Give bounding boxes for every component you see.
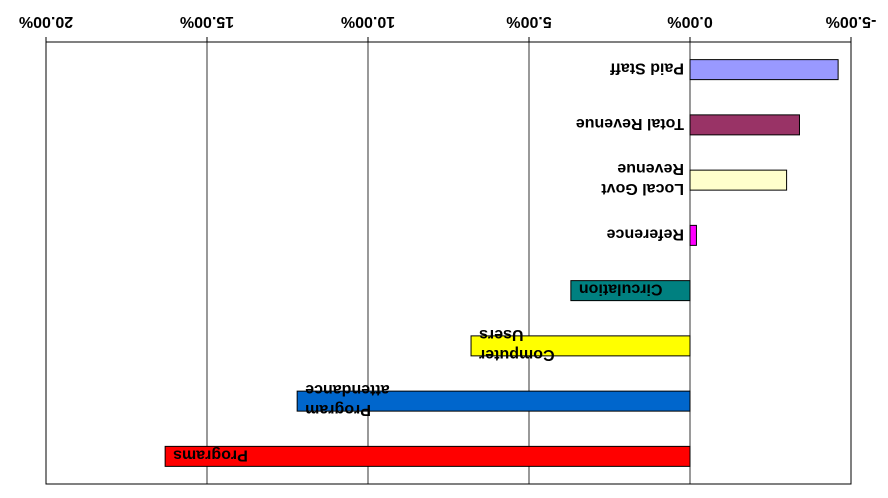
category-label-line: Programs [173, 446, 248, 463]
category-label-line: Revenue [617, 160, 684, 177]
category-label: Total Revenue [576, 115, 684, 132]
bar [570, 280, 691, 302]
bar [689, 114, 800, 136]
bar [689, 59, 839, 81]
category-labels: Paid Staff Total Revenue Local Govt Revenue… [173, 60, 684, 464]
category-label-line: Paid Staff [610, 60, 684, 77]
category-label: Circulation [579, 281, 663, 298]
bar [689, 169, 788, 191]
category-label-line: Total Revenue [576, 115, 684, 132]
category-label: Reference [607, 225, 684, 242]
x-axis-tick-labels: -5.00% 0.00% 5.00% 10.00% 15.00% 20.00% [19, 13, 876, 30]
category-label: Program attendance [305, 381, 390, 418]
x-tick-label: 0.00% [667, 13, 712, 30]
x-tick-label: 15.00% [180, 13, 234, 30]
bars [164, 59, 839, 467]
category-label: Programs [173, 446, 248, 463]
bar [689, 224, 697, 246]
category-label: Local Govt Revenue [601, 160, 684, 197]
bar [296, 390, 691, 412]
category-label: Paid Staff [610, 60, 684, 77]
category-label-line: Local Govt [601, 180, 684, 197]
category-label-line: Program [305, 401, 371, 418]
category-label-line: Reference [607, 225, 684, 242]
x-tick-label: 10.00% [341, 13, 395, 30]
category-label-line: Users [479, 326, 524, 343]
category-label: Computer Users [479, 326, 555, 363]
x-tick-label: 20.00% [19, 13, 73, 30]
bar [164, 445, 691, 467]
x-tick-label: -5.00% [826, 13, 877, 30]
category-label-line: Circulation [579, 281, 663, 298]
plot-area [45, 41, 852, 485]
bar [470, 335, 691, 357]
category-label-line: Computer [479, 346, 555, 363]
category-label-line: attendance [305, 381, 390, 398]
x-tick-label: 5.00% [506, 13, 551, 30]
